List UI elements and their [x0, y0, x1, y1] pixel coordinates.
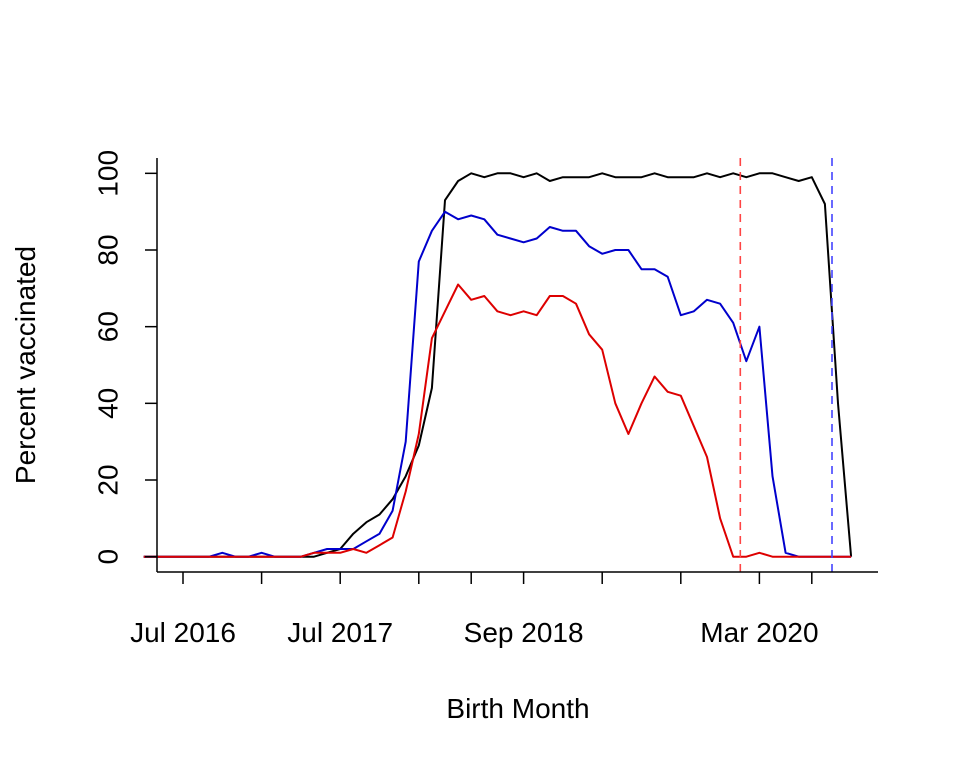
y-tick-label: 40 — [92, 388, 123, 419]
x-axis-ticks: Jul 2016 Jul 2017 Sep 2018 Mar 2020 — [130, 572, 819, 648]
y-axis-title: Percent vaccinated — [10, 246, 41, 484]
reference-lines — [739, 158, 833, 572]
x-tick-label: Jul 2017 — [287, 617, 393, 648]
x-tick-label: Jul 2016 — [130, 617, 236, 648]
y-tick-label: 80 — [92, 234, 123, 265]
y-tick-label: 60 — [92, 311, 123, 342]
series-line-2 — [143, 283, 852, 558]
x-tick-label: Mar 2020 — [700, 617, 818, 648]
y-axis-ticks: 0 20 40 60 80 100 — [92, 150, 157, 564]
plot-area — [143, 158, 853, 572]
series-line-0 — [143, 172, 853, 558]
x-axis-title: Birth Month — [446, 693, 589, 724]
y-tick-label: 20 — [92, 464, 123, 495]
series-line-1 — [143, 210, 852, 558]
x-tick-label: Sep 2018 — [464, 617, 584, 648]
y-tick-label: 100 — [92, 150, 123, 197]
y-tick-label: 0 — [92, 549, 123, 565]
series-group — [143, 172, 853, 558]
